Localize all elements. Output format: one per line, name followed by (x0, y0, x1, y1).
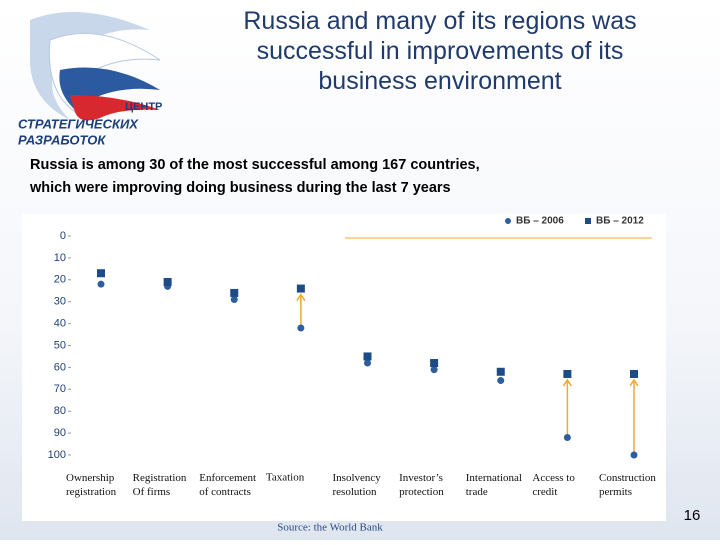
y-tick-label: 60 (54, 361, 66, 373)
dot (97, 269, 105, 278)
dot (630, 369, 638, 378)
dot (430, 359, 439, 368)
slide-title: Russia and many of its regions was succes… (243, 7, 636, 95)
legend-label: ВБ – 2012 (596, 216, 644, 227)
x-tick-label: Insolvency resolution (333, 472, 382, 498)
dot (630, 451, 638, 459)
y-tick-label: 80 (54, 405, 66, 417)
slide-subtitle: Russia is among 30 of the most successfu… (29, 157, 480, 196)
logo-text: СТРАТЕГИЧЕСКИХ (18, 116, 139, 131)
y-tick-label: 40 (54, 318, 66, 330)
dot (430, 366, 438, 374)
x-tick-label: Ownership registration (66, 472, 117, 498)
legend-label: ВБ – 2006 (516, 216, 564, 227)
dot (230, 288, 239, 297)
legend-marker (505, 218, 511, 224)
change-arrow (296, 293, 306, 328)
logo-text: РАЗРАБОТОК (18, 132, 106, 147)
dot (97, 280, 105, 288)
y-tick-label: 0 (60, 230, 66, 242)
x-tick-label: Construction permits (599, 472, 656, 498)
logo: ЦЕНТР СТРАТЕГИЧЕСКИХ РАЗРАБОТОК (18, 12, 162, 147)
page-number: 16 (684, 507, 701, 524)
y-tick-label: 10 (54, 252, 66, 264)
logo-text: ЦЕНТР (125, 101, 162, 113)
dot (163, 277, 172, 286)
change-arrow (629, 378, 639, 455)
dot (563, 369, 572, 378)
logo-shape (70, 95, 160, 121)
dot (497, 377, 505, 385)
y-tick-label: 70 (54, 383, 66, 395)
y-tick-label: 100 (48, 449, 66, 461)
change-arrow (562, 378, 572, 438)
x-tick-label: Registration Of firms (133, 472, 187, 498)
source: Source: the World Bank (277, 522, 383, 534)
dot (363, 352, 372, 361)
y-tick-label: 90 (54, 427, 66, 439)
x-tick-label: Access to credit (532, 472, 575, 498)
x-tick-label: Enforcement of contracts (199, 472, 256, 498)
chart-area (22, 214, 666, 521)
dot (563, 433, 571, 441)
dot (297, 324, 305, 332)
x-tick-label: Investor’s protection (399, 472, 444, 498)
y-tick-label: 30 (54, 296, 66, 308)
dot (296, 284, 305, 293)
dot (496, 367, 505, 376)
dot (230, 296, 238, 304)
y-tick-label: 50 (54, 339, 66, 351)
legend-marker (585, 218, 591, 224)
dot (364, 359, 371, 367)
y-tick-label: 20 (54, 274, 66, 286)
x-tick-label: Taxation (266, 472, 305, 484)
x-tick-label: International trade (466, 472, 522, 498)
